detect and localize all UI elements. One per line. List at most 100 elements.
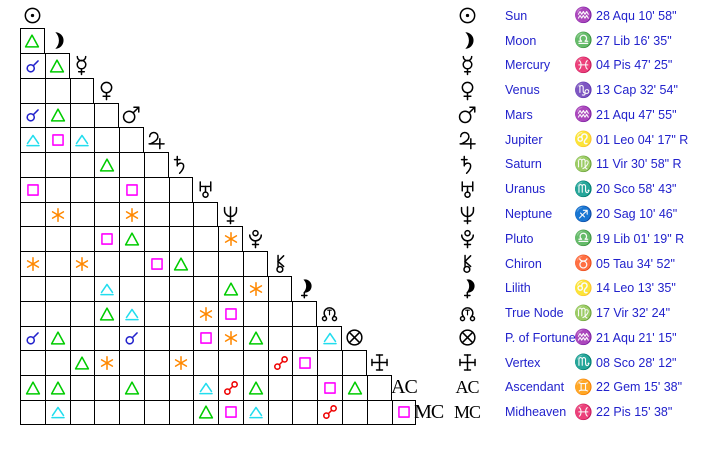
aspect-cell-truenode-mercury (69, 300, 95, 326)
fortune-glyph-icon (458, 329, 476, 346)
aspect-cell-neptune-uranus (193, 201, 219, 227)
trine-aspect-icon (49, 59, 65, 73)
planet-name: Neptune (505, 207, 553, 222)
planet-position: 13 Cap 32' 54" (596, 83, 678, 98)
lilith-glyph-icon (301, 279, 312, 299)
jupiter-glyph-icon (148, 131, 165, 150)
planet-name: P. of Fortune (505, 330, 576, 345)
square-aspect-icon (225, 307, 237, 320)
trine-aspect-icon (124, 381, 140, 395)
trine-aspect-icon (100, 306, 115, 321)
aspect-cell-lilith-moon (44, 275, 70, 301)
grid-planet-moon (45, 28, 70, 53)
square-aspect-icon (299, 357, 312, 369)
aspect-cell-fortune-moon (44, 325, 70, 351)
aspect-cell-asc-fortune (342, 375, 367, 400)
quincunx-aspect-icon (125, 308, 139, 320)
aspect-cell-mc-neptune (218, 399, 243, 425)
aspect-cell-asc-lilith (292, 375, 318, 400)
aspect-cell-chiron-moon (44, 251, 70, 276)
aspect-cell-truenode-pluto (242, 300, 268, 326)
sextile-aspect-icon (249, 281, 262, 296)
aspect-cell-vertex-mars (119, 350, 144, 376)
aspect-cell-asc-truenode (317, 375, 342, 400)
square-aspect-icon (101, 233, 114, 246)
aspect-cell-neptune-mercury (69, 201, 95, 227)
planet-row-chiron: Chiron ♉ 05 Tau 34' 52" (450, 251, 675, 276)
planet-row-sun: Sun ♒ 28 Aqu 10' 58" (450, 4, 677, 29)
sextile-aspect-icon (224, 331, 238, 346)
sextile-aspect-icon (200, 306, 213, 321)
uranus-glyph (450, 179, 484, 200)
planet-position: 27 Lib 16' 35" (596, 33, 672, 48)
grid-planet-asc: AC (391, 375, 418, 400)
aspect-cell-fortune-jupiter (143, 325, 169, 351)
trine-aspect-icon (124, 232, 140, 246)
aspect-cell-pluto-moon (44, 226, 70, 252)
venus-glyph (450, 80, 484, 101)
scorpio-sign-icon: ♏ (574, 354, 593, 372)
planet-name: Vertex (505, 355, 541, 370)
sextile-aspect-icon (51, 207, 64, 222)
aspect-cell-neptune-sun (20, 201, 45, 227)
moon-glyph-icon (464, 32, 474, 49)
aspect-cell-asc-neptune (218, 375, 243, 400)
aspect-cell-vertex-moon (44, 350, 70, 376)
grid-planet-mars (119, 103, 144, 128)
grid-planet-jupiter (144, 127, 169, 152)
aspect-cell-fortune-mars (119, 325, 144, 351)
square-aspect-icon (51, 134, 64, 147)
planet-row-mars: Mars ♒ 21 Aqu 47' 55" (450, 103, 677, 128)
aspect-cell-asc-saturn (168, 375, 194, 400)
aspect-cell-asc-mercury (69, 375, 95, 400)
aspect-cell-mercury-moon (44, 53, 70, 78)
aspect-cell-truenode-jupiter (143, 300, 169, 326)
aspect-cell-lilith-mars (119, 275, 144, 301)
aspect-cell-chiron-mars (119, 251, 144, 276)
planet-name: Moon (505, 33, 537, 48)
square-aspect-icon (150, 258, 163, 270)
aspect-cell-vertex-pluto (242, 350, 268, 376)
aspect-cell-chiron-uranus (193, 251, 219, 276)
planet-position: 28 Aqu 10' 58" (596, 8, 677, 23)
grid-planet-mercury (70, 53, 95, 78)
aspect-cell-vertex-truenode (317, 350, 342, 376)
mercury-glyph-icon (76, 55, 87, 76)
trine-aspect-icon (199, 405, 214, 419)
aspect-cell-uranus-mars (119, 176, 144, 202)
pisces-sign-icon: ♓ (574, 56, 593, 74)
aspect-cell-lilith-chiron (267, 275, 293, 301)
planet-row-lilith: Lilith ♌ 14 Leo 13' 35" (450, 276, 676, 301)
planet-row-truenode: True Node ♍ 17 Vir 32' 24" (450, 301, 670, 326)
aspect-cell-mc-mars (119, 399, 144, 425)
planet-name: Pluto (505, 231, 534, 246)
aspect-cell-jupiter-sun (20, 127, 45, 153)
aspect-cell-chiron-jupiter (143, 251, 169, 276)
aspect-cell-truenode-lilith (292, 300, 318, 326)
aspect-cell-mars-moon (44, 102, 70, 128)
aspect-cell-mars-sun (20, 102, 45, 128)
aspect-cell-mc-jupiter (143, 399, 169, 425)
aspect-cell-mc-moon (44, 399, 70, 425)
aspect-cell-mc-chiron (267, 399, 293, 425)
aspect-cell-asc-sun (20, 375, 45, 400)
grid-planet-vertex (367, 350, 392, 375)
aspect-cell-venus-sun (20, 77, 45, 103)
saturn-glyph-icon (460, 155, 471, 174)
aspect-cell-pluto-saturn (168, 226, 194, 252)
aspect-cell-vertex-venus (94, 350, 120, 376)
aspect-cell-pluto-neptune (218, 226, 243, 252)
planet-name: Ascendant (505, 380, 565, 395)
square-aspect-icon (27, 183, 39, 196)
lilith-glyph (450, 278, 484, 299)
aspect-cell-vertex-mercury (69, 350, 95, 376)
square-aspect-icon (398, 406, 410, 419)
sextile-aspect-icon (76, 257, 89, 272)
grid-planet-uranus (193, 177, 218, 202)
aspect-cell-mc-uranus (193, 399, 219, 425)
mc-glyph: MC (450, 402, 484, 423)
ascendant-label: AC (391, 375, 418, 398)
aspect-cell-saturn-jupiter (143, 152, 169, 177)
aspect-cell-vertex-uranus (193, 350, 219, 376)
